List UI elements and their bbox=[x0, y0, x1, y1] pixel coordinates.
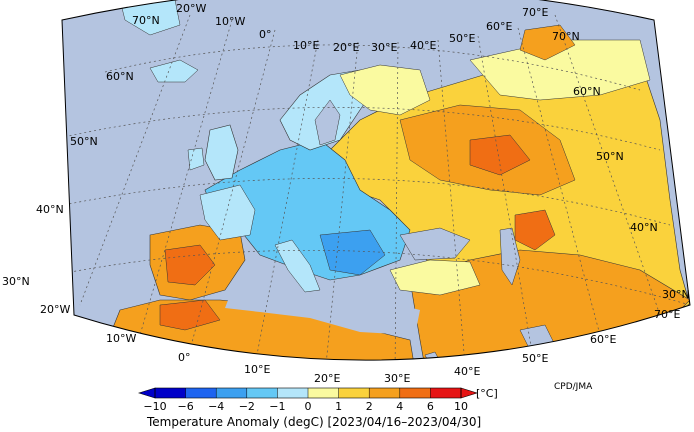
lon-bottom-60e: 60°E bbox=[590, 333, 616, 346]
lat-left-60: 60°N bbox=[106, 70, 134, 83]
lon-bottom-50e: 50°E bbox=[522, 352, 548, 365]
colorbar-tick-label: 6 bbox=[427, 400, 434, 413]
red-sea bbox=[424, 351, 461, 361]
lon-bottom-30e: 30°E bbox=[384, 372, 410, 385]
parallel-30n bbox=[62, 249, 690, 306]
lat-right-60: 60°N bbox=[573, 85, 601, 98]
colorbar-arrow-low bbox=[137, 387, 156, 399]
lon-bottom-0: 0° bbox=[178, 351, 191, 364]
colorbar-bin bbox=[369, 388, 401, 398]
mediterranean-sea bbox=[225, 290, 420, 335]
lon-top-40e: 40°E bbox=[410, 39, 436, 52]
meridian-30e bbox=[394, 41, 399, 361]
colorbar-tick-label: −2 bbox=[239, 400, 255, 413]
credit-label: CPD/JMA bbox=[554, 382, 593, 392]
lon-top-30e: 30°E bbox=[371, 41, 397, 54]
lon-bottom-20e: 20°E bbox=[314, 372, 340, 385]
lon-bottom-40e: 40°E bbox=[454, 365, 480, 378]
colorbar-bin bbox=[246, 388, 278, 398]
lat-left-70: 70°N bbox=[132, 14, 160, 27]
colorbar-bin bbox=[338, 388, 370, 398]
colorbar-bin bbox=[399, 388, 431, 398]
land-ireland bbox=[187, 147, 205, 171]
land-uk bbox=[204, 124, 239, 181]
land-iceland bbox=[149, 59, 199, 83]
land-finland bbox=[339, 64, 431, 116]
meridian-20w bbox=[79, 14, 191, 306]
land-italy bbox=[274, 239, 321, 293]
lon-top-0: 0° bbox=[259, 28, 272, 41]
lon-top-50e: 50°E bbox=[449, 32, 475, 45]
black-sea bbox=[399, 227, 471, 261]
land-caspian-hot bbox=[514, 209, 556, 251]
lat-left-40: 40°N bbox=[36, 203, 64, 216]
meridian-0 bbox=[189, 29, 276, 351]
colorbar-tick-label: −10 bbox=[143, 400, 166, 413]
colorbar-bin bbox=[185, 388, 217, 398]
baltic-sea bbox=[314, 99, 341, 146]
colorbar-bin bbox=[277, 388, 309, 398]
lat-right-30: 30°N bbox=[662, 288, 690, 301]
colorbar-tick-label: −6 bbox=[177, 400, 193, 413]
land-russia-hot bbox=[469, 134, 531, 176]
colorbar-tick-label: 0 bbox=[305, 400, 312, 413]
land-france bbox=[199, 184, 256, 241]
colorbar-bin bbox=[216, 388, 248, 398]
colorbar-tick-label: −4 bbox=[208, 400, 224, 413]
lat-left-30: 30°N bbox=[2, 275, 30, 288]
colorbar-tick-label: 4 bbox=[396, 400, 403, 413]
land-greenland bbox=[119, 0, 181, 36]
lon-top-10w: 10°W bbox=[215, 15, 245, 28]
lon-top-60e: 60°E bbox=[486, 20, 512, 33]
colorbar-unit: [°C] bbox=[476, 387, 498, 400]
colorbar-bins bbox=[155, 388, 462, 398]
map-frame bbox=[61, 0, 691, 361]
lon-bottom-10e: 10°E bbox=[244, 363, 270, 376]
lon-top-20w: 20°W bbox=[176, 2, 206, 15]
meridian-10e bbox=[254, 39, 319, 361]
latitude-labels-left: 70°N 60°N 50°N 40°N 30°N bbox=[2, 14, 160, 288]
land-novaya-zemlya bbox=[519, 24, 576, 61]
lon-bottom-10w: 10°W bbox=[106, 332, 136, 345]
meridian-40e bbox=[437, 39, 466, 361]
lon-bottom-20w: 20°W bbox=[40, 303, 70, 316]
land-iberia-hot bbox=[164, 244, 216, 286]
colorbar: −10 −6 −4 −2 −1 0 1 2 4 6 10 [°C] Temperature Anom… bbox=[137, 387, 498, 429]
lon-top-70e: 70°E bbox=[522, 6, 548, 19]
colorbar-tick-label: 2 bbox=[366, 400, 373, 413]
land-arctic-russia bbox=[469, 39, 651, 101]
colorbar-bin bbox=[155, 388, 186, 398]
parallel-40n bbox=[62, 178, 671, 226]
inland-seas bbox=[225, 99, 556, 361]
colorbar-tick-label: 10 bbox=[454, 400, 468, 413]
graticule bbox=[62, 0, 690, 361]
lon-top-20e: 20°E bbox=[333, 41, 359, 54]
meridian-50e bbox=[477, 35, 533, 353]
meridian-20e bbox=[324, 41, 359, 361]
caspian-sea bbox=[499, 227, 521, 286]
colorbar-arrow-high bbox=[460, 387, 479, 399]
lon-bottom-70e: 70°E bbox=[654, 308, 680, 321]
land-turkey bbox=[389, 259, 481, 296]
colorbar-tick-label: −1 bbox=[269, 400, 285, 413]
lat-right-40: 40°N bbox=[630, 221, 658, 234]
lat-left-50: 50°N bbox=[70, 135, 98, 148]
land-balkans-cool bbox=[319, 229, 386, 276]
latitude-labels-right: 70°N 60°N 50°N 40°N 30°N bbox=[552, 30, 690, 301]
parallel-60n bbox=[104, 44, 641, 91]
colorbar-bin bbox=[430, 388, 462, 398]
lat-right-50: 50°N bbox=[596, 150, 624, 163]
colorbar-tick-label: 1 bbox=[335, 400, 342, 413]
lon-top-10e: 10°E bbox=[293, 39, 319, 52]
longitude-labels-top: 20°W 10°W 0° 10°E 20°E 30°E 40°E 50°E 60… bbox=[176, 2, 548, 54]
colorbar-bin bbox=[308, 388, 339, 398]
colorbar-ticks: −10 −6 −4 −2 −1 0 1 2 4 6 10 bbox=[143, 388, 468, 413]
lat-right-70: 70°N bbox=[552, 30, 580, 43]
longitude-labels-bottom: 20°W 10°W 0° 10°E 20°E 30°E 40°E 50°E 60… bbox=[40, 303, 680, 385]
land-morocco-hot bbox=[159, 299, 221, 331]
colorbar-title: Temperature Anomaly (degC) [2023/04/16–2… bbox=[146, 415, 481, 429]
